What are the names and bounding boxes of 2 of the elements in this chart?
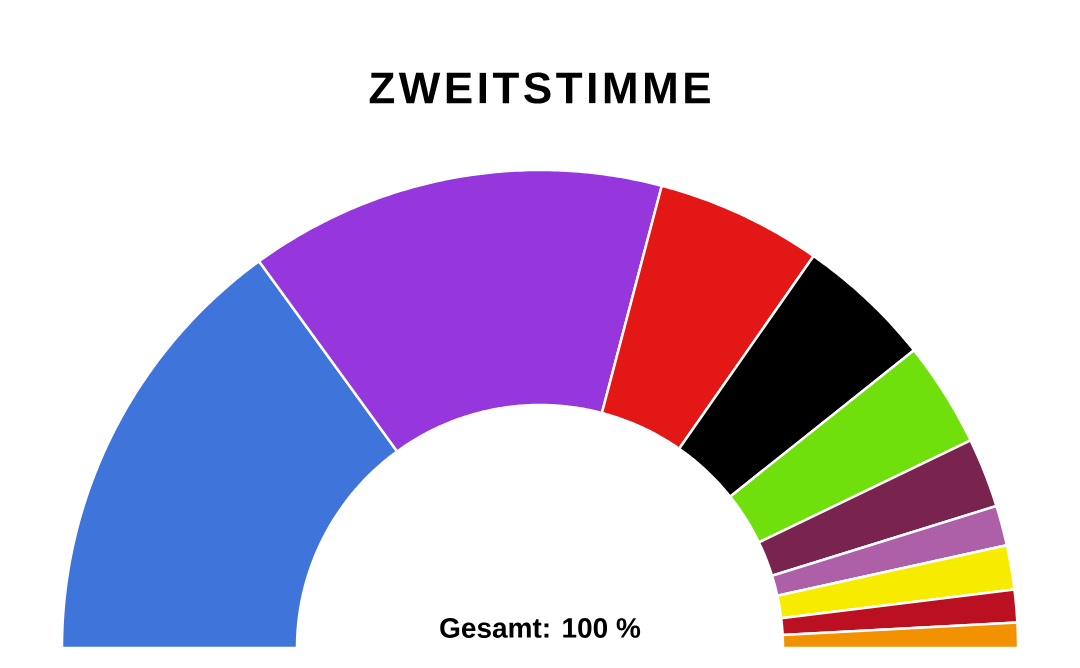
text: Gesamt: 100 % xyxy=(440,618,641,638)
chart-title: ZWEITSTIMME xyxy=(369,72,710,104)
